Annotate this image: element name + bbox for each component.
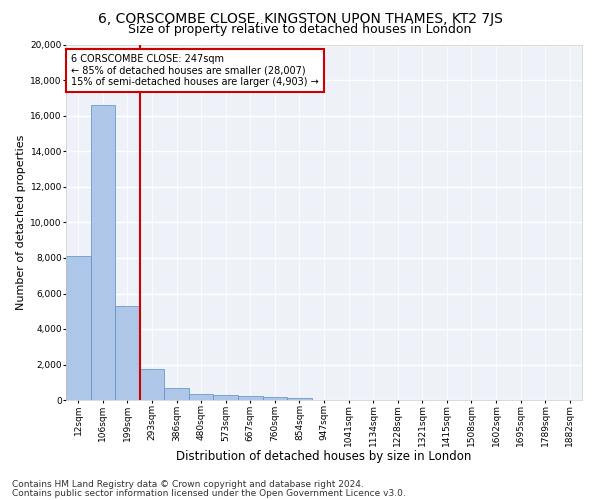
Text: 6, CORSCOMBE CLOSE, KINGSTON UPON THAMES, KT2 7JS: 6, CORSCOMBE CLOSE, KINGSTON UPON THAMES… <box>98 12 502 26</box>
Bar <box>238 396 263 400</box>
Text: Contains public sector information licensed under the Open Government Licence v3: Contains public sector information licen… <box>12 489 406 498</box>
X-axis label: Distribution of detached houses by size in London: Distribution of detached houses by size … <box>176 450 472 464</box>
Text: 6 CORSCOMBE CLOSE: 247sqm
← 85% of detached houses are smaller (28,007)
15% of s: 6 CORSCOMBE CLOSE: 247sqm ← 85% of detac… <box>71 54 319 87</box>
Text: Size of property relative to detached houses in London: Size of property relative to detached ho… <box>128 22 472 36</box>
Bar <box>287 398 312 400</box>
Bar <box>189 394 214 400</box>
Bar <box>66 256 91 400</box>
Bar <box>140 369 164 400</box>
Bar <box>164 388 189 400</box>
Text: Contains HM Land Registry data © Crown copyright and database right 2024.: Contains HM Land Registry data © Crown c… <box>12 480 364 489</box>
Bar <box>91 106 115 400</box>
Bar <box>263 397 287 400</box>
Bar <box>214 395 238 400</box>
Bar <box>115 306 140 400</box>
Y-axis label: Number of detached properties: Number of detached properties <box>16 135 26 310</box>
